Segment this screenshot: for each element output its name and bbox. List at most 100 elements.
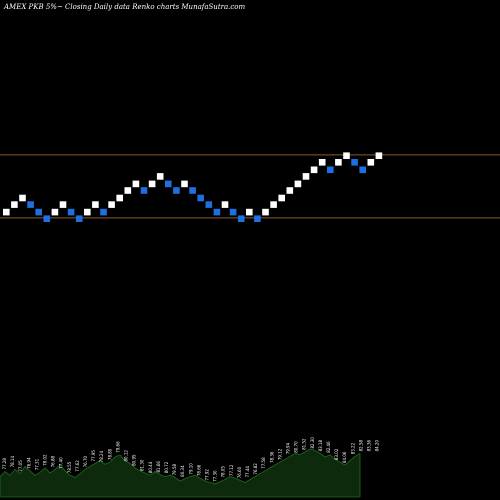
renko-brick-down xyxy=(359,166,366,174)
renko-brick-down xyxy=(67,208,75,216)
volume-label: 77.12 xyxy=(229,464,234,476)
volume-label: 78.36 xyxy=(269,451,274,463)
volume-labels: 77.28 78.14 77.05 76.94 77.31 78.02 76.88 77.40… xyxy=(2,437,380,482)
volume-label: 84.20 xyxy=(375,439,380,451)
volume-label: 79.10 xyxy=(188,463,193,475)
renko-brick-down xyxy=(189,187,196,194)
renko-brick-up xyxy=(375,152,383,159)
volume-label: 78.24 xyxy=(99,450,104,462)
volume-label: 78.02 xyxy=(43,454,48,466)
renko-brick-up xyxy=(148,180,156,188)
volume-label: 81.52 xyxy=(302,438,307,450)
renko-brick-up xyxy=(302,173,310,180)
volume-label: 77.31 xyxy=(34,458,39,470)
renko-brick-down xyxy=(75,215,83,222)
renko-brick-up xyxy=(108,201,115,208)
renko-brick-down xyxy=(351,159,358,166)
volume-label: 77.28 xyxy=(2,458,7,470)
renko-brick-up xyxy=(221,201,229,208)
renko-brick-down xyxy=(173,187,180,194)
volume-label: 77.44 xyxy=(245,466,250,478)
volume-label: 78.14 xyxy=(10,455,15,467)
volume-label: 82.30 xyxy=(310,437,315,449)
volume-label: 83.18 xyxy=(318,439,323,451)
renko-brick-down xyxy=(35,208,42,216)
chart-title: AMEX PKB 5%~ Closing Daily data Renko ch… xyxy=(3,3,246,11)
renko-brick-up xyxy=(335,159,342,166)
volume-label: 77.58 xyxy=(261,457,266,469)
renko-brick-up xyxy=(270,201,277,208)
volume-label: 80.44 xyxy=(148,461,153,473)
volume-label: 80.12 xyxy=(124,450,129,462)
renko-brick-down xyxy=(165,180,172,188)
renko-brick-down xyxy=(237,215,245,222)
volume-label: 78.66 xyxy=(196,464,201,476)
renko-brick-down xyxy=(140,187,148,194)
reference-lines xyxy=(0,154,500,219)
renko-brick-down xyxy=(197,194,204,202)
renko-brick-up xyxy=(294,180,302,188)
volume-label: 78.80 xyxy=(107,448,112,460)
volume-label: 76.94 xyxy=(26,457,31,469)
volume-label: 77.62 xyxy=(75,460,80,472)
renko-brick-down xyxy=(205,201,213,208)
volume-label: 82.46 xyxy=(326,441,331,453)
renko-brick-down xyxy=(229,208,237,216)
volume-label: 80.95 xyxy=(132,454,137,466)
volume-label: 77.40 xyxy=(59,457,64,469)
volume-label: 80.70 xyxy=(294,441,299,453)
renko-bricks xyxy=(3,152,383,222)
volume-label: 76.88 xyxy=(51,455,56,467)
renko-brick-up xyxy=(286,187,294,194)
volume-label: 79.58 xyxy=(172,463,177,475)
renko-brick-up xyxy=(156,173,164,180)
renko-brick-up xyxy=(262,208,269,216)
volume-label: 80.34 xyxy=(180,465,185,477)
volume-area xyxy=(0,448,361,498)
renko-brick-down xyxy=(327,166,334,174)
volume-label: 78.05 xyxy=(221,466,226,478)
renko-brick-up xyxy=(318,159,326,166)
renko-brick-up xyxy=(278,194,285,202)
volume-label: 77.30 xyxy=(213,470,218,482)
volume-label: 81.30 xyxy=(140,459,145,471)
renko-brick-up xyxy=(246,208,253,216)
volume-panel xyxy=(0,448,361,498)
renko-brick-up xyxy=(310,166,318,174)
volume-label: 79.12 xyxy=(277,448,282,460)
volume-label: 82.58 xyxy=(358,439,363,451)
volume-label: 79.66 xyxy=(115,441,120,453)
renko-brick-up xyxy=(132,180,140,188)
volume-label: 76.60 xyxy=(237,466,242,478)
renko-brick-up xyxy=(84,208,91,216)
volume-label: 83.22 xyxy=(350,442,355,454)
volume-label: 79.94 xyxy=(286,442,291,454)
renko-brick-up xyxy=(116,194,123,202)
volume-label: 80.72 xyxy=(164,461,169,473)
renko-brick-up xyxy=(51,208,59,216)
renko-brick-up xyxy=(59,201,67,208)
volume-label: 77.92 xyxy=(205,469,210,481)
renko-brick-down xyxy=(254,215,261,222)
renko-brick-up xyxy=(11,201,18,208)
volume-label: 81.66 xyxy=(156,461,161,473)
renko-brick-up xyxy=(3,208,10,216)
volume-label: 77.95 xyxy=(91,450,96,462)
volume-label: 84.06 xyxy=(342,451,347,463)
renko-brick-up xyxy=(124,187,132,194)
renko-brick-up xyxy=(19,194,26,202)
renko-brick-up xyxy=(367,159,375,166)
renko-brick-down xyxy=(27,201,34,208)
volume-label: 83.02 xyxy=(334,448,339,460)
renko-brick-down xyxy=(43,215,51,222)
renko-brick-up xyxy=(343,152,350,159)
volume-label: 83.36 xyxy=(367,439,372,451)
renko-brick-down xyxy=(100,208,107,216)
volume-label: 77.05 xyxy=(18,460,23,472)
volume-label: 76.70 xyxy=(83,455,88,467)
volume-label: 76.82 xyxy=(253,463,258,475)
renko-brick-up xyxy=(181,180,188,188)
